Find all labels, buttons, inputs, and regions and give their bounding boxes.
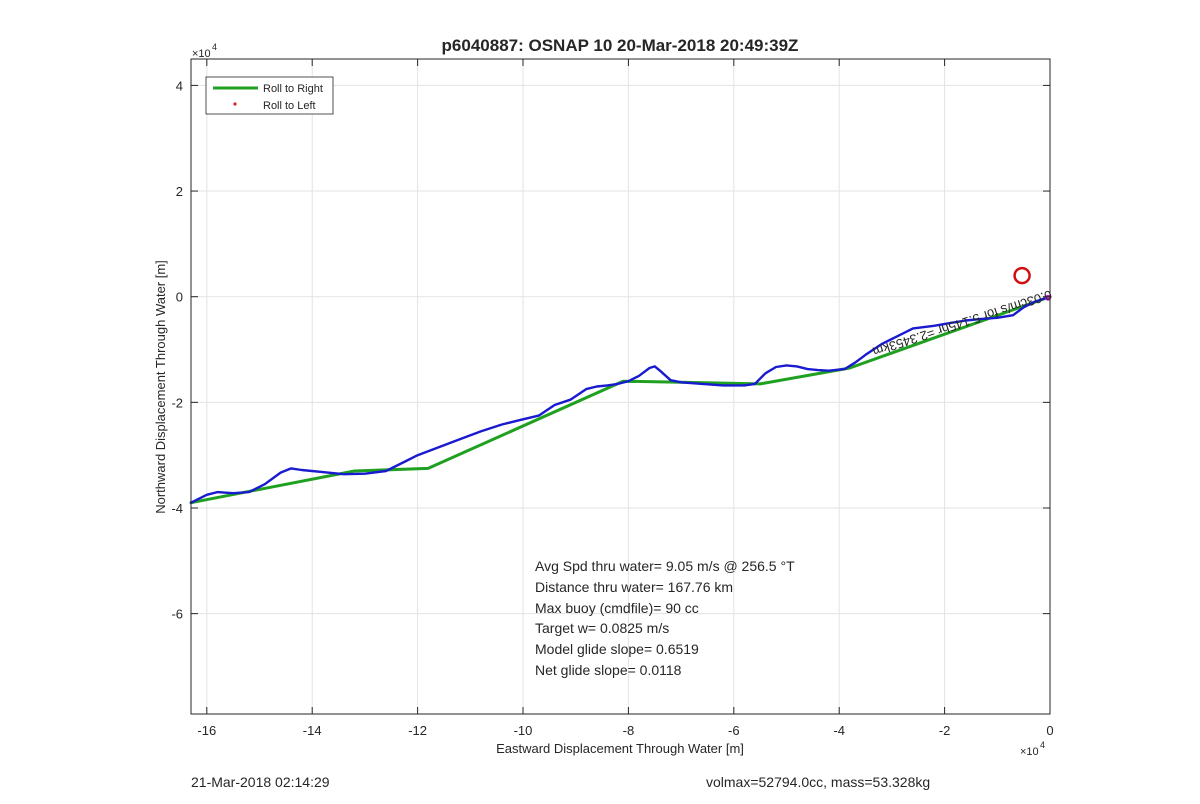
x-exponent: ×10 4 [1020,740,1045,758]
y-tick-label: 4 [176,78,183,93]
y-exponent-power: 4 [212,42,217,52]
legend-label-roll-left: Roll to Left [263,100,316,112]
current-position-circle [1013,266,1031,285]
y-tick-label: -2 [171,395,183,410]
x-tick-label: -16 [197,723,216,738]
legend-label-roll-right: Roll to Right [263,83,323,95]
x-exponent-power: 4 [1040,740,1045,750]
x-tick-label: -14 [303,723,322,738]
y-tick-label: 0 [176,290,183,305]
legend-dot-roll-left [233,102,237,106]
x-exponent-base: ×10 [1020,746,1039,758]
legend-box [205,76,334,115]
annotation-distance: Distance thru water= 167.76 km [535,579,733,595]
x-tick-label: -12 [408,723,427,738]
plot-area [191,59,1050,714]
y-tick-label: -4 [171,501,183,516]
annotation-avg-speed: Avg Spd thru water= 9.05 m/s @ 256.5 °T [535,558,795,574]
axis-ticks: -16 -14 -12 -10 -8 -6 -4 -2 0 4 2 0 -2 -4 -6 [171,59,1054,738]
x-axis-label: Eastward Displacement Through Water [m] [496,741,744,756]
x-tick-label: -8 [623,723,635,738]
footer-volmax-mass: volmax=52794.0cc, mass=53.328kg [706,774,930,790]
plot-frame [190,58,1051,715]
annotation-net-glide: Net glide slope= 0.0118 [535,662,682,678]
chart-title: p6040887: OSNAP 10 20-Mar-2018 20:49:39Z [442,36,799,55]
y-tick-label: -6 [171,607,183,622]
x-tick-label: -6 [728,723,740,738]
series-line-track [189,295,1052,504]
y-exponent: ×10 4 [192,42,217,60]
x-tick-label: -4 [833,723,845,738]
annotation-model-glide: Model glide slope= 0.6519 [535,641,699,657]
y-exponent-base: ×10 [192,48,211,60]
stats-annotation: Avg Spd thru water= 9.05 m/s @ 256.5 °T … [535,558,795,678]
y-axis-label: Northward Displacement Through Water [m] [153,260,168,514]
x-tick-label: -2 [939,723,951,738]
x-tick-label: -10 [514,723,533,738]
footer-timestamp: 21-Mar-2018 02:14:29 [191,774,330,790]
annotation-max-buoy: Max buoy (cmdfile)= 90 cc [535,600,699,616]
y-tick-label: 2 [176,184,183,199]
x-tick-label: 0 [1046,723,1053,738]
annotation-target-w: Target w= 0.0825 m/s [535,620,669,636]
legend: Roll to Right Roll to Left [205,76,334,115]
